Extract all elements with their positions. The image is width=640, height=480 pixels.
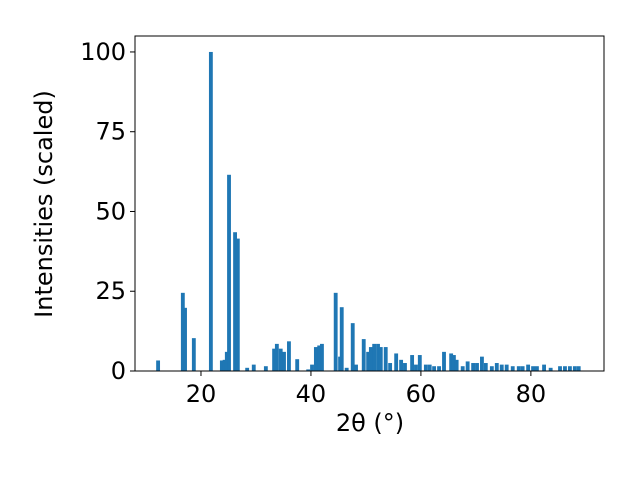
bar bbox=[306, 369, 311, 371]
bar bbox=[567, 366, 572, 371]
bar bbox=[245, 367, 250, 371]
bar bbox=[516, 366, 521, 371]
bar bbox=[372, 343, 377, 371]
bar bbox=[156, 360, 161, 371]
y-tick-label: 0 bbox=[111, 357, 126, 385]
plot-frame bbox=[134, 35, 605, 372]
bar bbox=[180, 292, 185, 371]
bar bbox=[437, 366, 441, 371]
bar bbox=[183, 307, 187, 371]
bar bbox=[350, 323, 355, 371]
bar bbox=[320, 343, 324, 371]
bar bbox=[542, 364, 546, 371]
y-tick-label: 25 bbox=[95, 277, 126, 305]
y-tick-label: 75 bbox=[95, 118, 126, 146]
y-tick-label: 100 bbox=[80, 38, 126, 66]
bar bbox=[361, 339, 366, 371]
bar bbox=[465, 361, 470, 371]
x-tick-label: 60 bbox=[406, 380, 437, 408]
x-tick-label: 80 bbox=[516, 380, 547, 408]
bar bbox=[475, 363, 479, 371]
bar bbox=[388, 363, 393, 371]
bar bbox=[339, 307, 344, 371]
bar bbox=[344, 367, 349, 371]
bar bbox=[483, 363, 488, 371]
bar bbox=[191, 338, 196, 371]
bar bbox=[208, 51, 213, 371]
bar bbox=[403, 363, 407, 371]
bar bbox=[563, 366, 567, 371]
bar bbox=[499, 364, 504, 371]
x-tick-label: 40 bbox=[296, 380, 327, 408]
bar bbox=[423, 364, 428, 371]
x-axis-label: 2θ (°) bbox=[336, 409, 404, 437]
bar bbox=[471, 363, 476, 371]
bar bbox=[494, 363, 499, 371]
bar bbox=[233, 232, 237, 371]
bar bbox=[548, 367, 553, 371]
bar bbox=[227, 174, 231, 371]
bar bbox=[317, 345, 322, 371]
bar bbox=[572, 366, 577, 371]
bar bbox=[263, 366, 268, 371]
bar bbox=[274, 343, 279, 371]
bar bbox=[354, 364, 358, 371]
bar bbox=[460, 366, 465, 371]
bar bbox=[449, 353, 454, 371]
bar bbox=[520, 366, 525, 371]
bar bbox=[534, 366, 539, 371]
bar bbox=[489, 366, 494, 371]
bar bbox=[576, 366, 581, 371]
bar bbox=[219, 360, 224, 371]
bar bbox=[235, 238, 240, 371]
bar bbox=[222, 359, 227, 371]
bar bbox=[510, 366, 515, 371]
y-tick-label: 50 bbox=[95, 197, 126, 225]
y-axis-label: Intensities (scaled) bbox=[30, 90, 58, 318]
bar bbox=[558, 366, 562, 371]
bar bbox=[368, 347, 373, 371]
bar bbox=[272, 348, 277, 371]
bar bbox=[282, 351, 286, 371]
bar bbox=[414, 364, 418, 371]
bar bbox=[526, 364, 531, 371]
bar bbox=[394, 353, 399, 371]
bar bbox=[504, 364, 509, 371]
bar bbox=[224, 351, 229, 371]
bar bbox=[442, 351, 446, 371]
bar bbox=[366, 351, 371, 371]
bar bbox=[383, 347, 388, 371]
bar bbox=[432, 366, 437, 371]
bar bbox=[376, 343, 380, 371]
bar bbox=[454, 359, 459, 371]
bar bbox=[410, 355, 415, 371]
bar bbox=[378, 347, 383, 371]
bar bbox=[313, 347, 318, 371]
bar bbox=[451, 355, 456, 371]
bar bbox=[427, 364, 432, 371]
x-tick-label: 20 bbox=[186, 380, 217, 408]
bar bbox=[333, 292, 338, 371]
bar bbox=[399, 359, 404, 371]
bar bbox=[295, 359, 300, 371]
bar bbox=[287, 341, 291, 371]
bar bbox=[278, 348, 283, 371]
bar bbox=[251, 364, 256, 371]
bar bbox=[480, 356, 484, 371]
bar bbox=[531, 366, 535, 371]
bar bbox=[310, 364, 314, 371]
bar bbox=[417, 355, 422, 371]
